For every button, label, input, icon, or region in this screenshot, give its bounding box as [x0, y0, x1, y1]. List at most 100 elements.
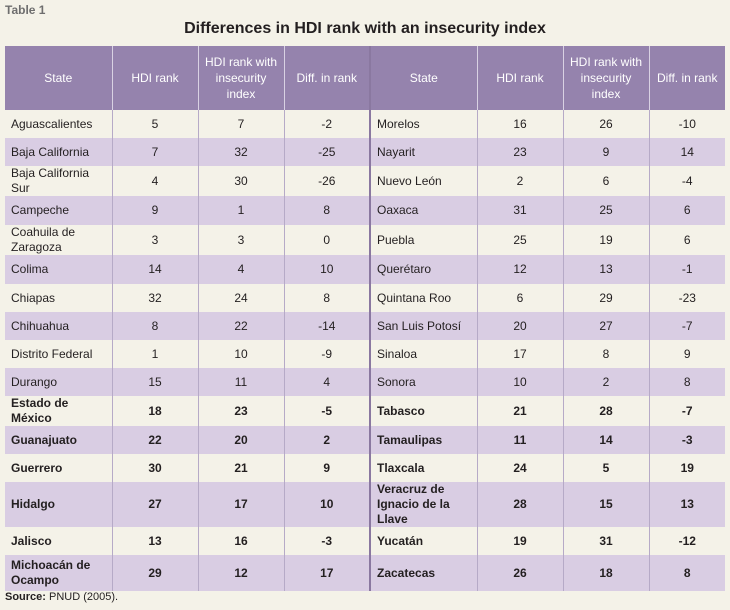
- state-cell: Guanajuato: [5, 426, 113, 454]
- header-diff-rank-right: Diff. in rank: [649, 46, 725, 110]
- hdi-rank-cell: 21: [477, 396, 564, 426]
- hdi-insecurity-rank-cell: 26: [563, 110, 650, 138]
- state-cell: Puebla: [370, 225, 478, 255]
- table-row: Baja California Sur 4 30 -26 Nuevo León 2 6 -4: [5, 166, 725, 196]
- table-row: Chihuahua 8 22 -14 San Luis Potosí 20 27 -7: [5, 312, 725, 340]
- hdi-table: State HDI rank HDI rank with insecurity in…: [5, 46, 725, 591]
- hdi-rank-cell: 25: [477, 225, 564, 255]
- hdi-rank-cell: 16: [477, 110, 564, 138]
- source-text: PNUD (2005).: [45, 591, 119, 603]
- diff-rank-cell: -26: [284, 166, 371, 196]
- table-row: Baja California 7 32 -25 Nayarit 23 9 14: [5, 138, 725, 166]
- hdi-rank-cell: 30: [112, 454, 199, 482]
- diff-rank-cell: -1: [649, 255, 725, 284]
- state-cell: Oaxaca: [370, 196, 478, 225]
- diff-rank-cell: 17: [284, 555, 371, 591]
- hdi-rank-cell: 15: [112, 368, 199, 396]
- header-diff-rank-left: Diff. in rank: [284, 46, 371, 110]
- state-cell: Jalisco: [5, 527, 113, 555]
- table-row: Hidalgo 27 17 10 Veracruz de Ignacio de la L…: [5, 482, 725, 527]
- state-cell: Colima: [5, 255, 113, 284]
- diff-rank-cell: -12: [649, 527, 725, 555]
- table-title: Differences in HDI rank with an insecuri…: [184, 20, 546, 37]
- state-cell: Morelos: [370, 110, 478, 138]
- diff-rank-cell: 13: [649, 482, 725, 527]
- hdi-insecurity-rank-cell: 14: [563, 426, 650, 454]
- hdi-rank-cell: 14: [112, 255, 199, 284]
- diff-rank-cell: 2: [284, 426, 371, 454]
- hdi-rank-cell: 19: [477, 527, 564, 555]
- state-cell: Tlaxcala: [370, 454, 478, 482]
- hdi-rank-cell: 22: [112, 426, 199, 454]
- table-row: Aguascalientes 5 7 -2 Morelos 16 26 -10: [5, 110, 725, 138]
- hdi-insecurity-rank-cell: 16: [198, 527, 285, 555]
- hdi-insecurity-rank-cell: 15: [563, 482, 650, 527]
- hdi-insecurity-rank-cell: 11: [198, 368, 285, 396]
- state-cell: Chiapas: [5, 284, 113, 312]
- hdi-insecurity-rank-cell: 1: [198, 196, 285, 225]
- table-row: Estado de México 18 23 -5 Tabasco 21 28 -7: [5, 396, 725, 426]
- hdi-insecurity-rank-cell: 2: [563, 368, 650, 396]
- hdi-insecurity-rank-cell: 28: [563, 396, 650, 426]
- hdi-insecurity-rank-cell: 10: [198, 340, 285, 368]
- hdi-rank-cell: 6: [477, 284, 564, 312]
- hdi-insecurity-rank-cell: 4: [198, 255, 285, 284]
- header-hdi-insecurity-rank-left: HDI rank with insecurity index: [198, 46, 285, 110]
- hdi-insecurity-rank-cell: 29: [563, 284, 650, 312]
- diff-rank-cell: 8: [649, 368, 725, 396]
- header-hdi-rank-right: HDI rank: [477, 46, 564, 110]
- hdi-rank-cell: 11: [477, 426, 564, 454]
- diff-rank-cell: -2: [284, 110, 371, 138]
- hdi-rank-cell: 10: [477, 368, 564, 396]
- state-cell: Sonora: [370, 368, 478, 396]
- hdi-insecurity-rank-cell: 5: [563, 454, 650, 482]
- hdi-insecurity-rank-cell: 20: [198, 426, 285, 454]
- table-row: Coahuila de Zaragoza 3 3 0 Puebla 25 19 6: [5, 225, 725, 255]
- table-row: Michoacán de Ocampo 29 12 17 Zacatecas 26 18 8: [5, 555, 725, 591]
- hdi-insecurity-rank-cell: 18: [563, 555, 650, 591]
- hdi-insecurity-rank-cell: 27: [563, 312, 650, 340]
- diff-rank-cell: -7: [649, 312, 725, 340]
- state-cell: Zacatecas: [370, 555, 478, 591]
- source-note: Source: PNUD (2005).: [5, 591, 118, 603]
- hdi-insecurity-rank-cell: 9: [563, 138, 650, 166]
- state-cell: Campeche: [5, 196, 113, 225]
- state-cell: Aguascalientes: [5, 110, 113, 138]
- hdi-rank-cell: 4: [112, 166, 199, 196]
- diff-rank-cell: 9: [649, 340, 725, 368]
- diff-rank-cell: -25: [284, 138, 371, 166]
- hdi-insecurity-rank-cell: 32: [198, 138, 285, 166]
- state-cell: Chihuahua: [5, 312, 113, 340]
- diff-rank-cell: 10: [284, 255, 371, 284]
- state-cell: Distrito Federal: [5, 340, 113, 368]
- state-cell: Nayarit: [370, 138, 478, 166]
- diff-rank-cell: -10: [649, 110, 725, 138]
- header-row: State HDI rank HDI rank with insecurity in…: [5, 46, 725, 110]
- hdi-insecurity-rank-cell: 8: [563, 340, 650, 368]
- table-row: Durango 15 11 4 Sonora 10 2 8: [5, 368, 725, 396]
- state-cell: Nuevo León: [370, 166, 478, 196]
- hdi-rank-cell: 12: [477, 255, 564, 284]
- state-cell: Veracruz de Ignacio de la Llave: [370, 482, 478, 527]
- header-state-right: State: [370, 46, 478, 110]
- state-cell: Hidalgo: [5, 482, 113, 527]
- hdi-insecurity-rank-cell: 22: [198, 312, 285, 340]
- state-cell: Guerrero: [5, 454, 113, 482]
- table-row: Chiapas 32 24 8 Quintana Roo 6 29 -23: [5, 284, 725, 312]
- diff-rank-cell: 8: [284, 196, 371, 225]
- diff-rank-cell: 0: [284, 225, 371, 255]
- state-cell: Tamaulipas: [370, 426, 478, 454]
- hdi-rank-cell: 3: [112, 225, 199, 255]
- hdi-rank-cell: 1: [112, 340, 199, 368]
- state-cell: Baja California Sur: [5, 166, 113, 196]
- hdi-rank-cell: 18: [112, 396, 199, 426]
- hdi-rank-cell: 9: [112, 196, 199, 225]
- source-label: Source:: [5, 591, 46, 603]
- hdi-insecurity-rank-cell: 13: [563, 255, 650, 284]
- state-cell: Coahuila de Zaragoza: [5, 225, 113, 255]
- hdi-insecurity-rank-cell: 30: [198, 166, 285, 196]
- diff-rank-cell: 9: [284, 454, 371, 482]
- diff-rank-cell: 10: [284, 482, 371, 527]
- diff-rank-cell: 8: [649, 555, 725, 591]
- state-cell: Estado de México: [5, 396, 113, 426]
